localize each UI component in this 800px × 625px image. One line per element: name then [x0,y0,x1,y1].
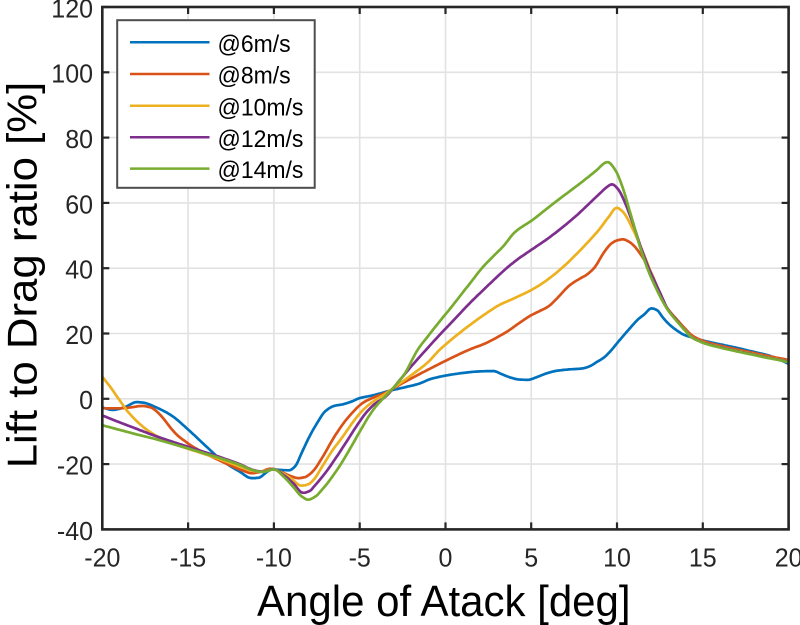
svg-text:100: 100 [51,60,93,89]
svg-text:@8m/s: @8m/s [218,62,291,89]
svg-text:20: 20 [775,544,800,573]
svg-text:-10: -10 [256,544,292,573]
svg-text:0: 0 [439,544,453,573]
svg-text:-15: -15 [170,544,206,573]
svg-text:@12m/s: @12m/s [218,125,304,152]
svg-text:0: 0 [79,387,93,416]
svg-text:@10m/s: @10m/s [218,94,304,121]
svg-text:-40: -40 [57,517,93,546]
svg-text:-5: -5 [349,544,371,573]
svg-text:@14m/s: @14m/s [218,157,304,184]
svg-text:10: 10 [603,544,631,573]
svg-text:-20: -20 [84,544,120,573]
svg-text:Angle of Atack [deg]: Angle of Atack [deg] [257,577,631,625]
svg-text:-20: -20 [57,452,93,481]
svg-text:5: 5 [524,544,538,573]
svg-text:80: 80 [65,126,93,155]
svg-text:120: 120 [51,0,93,24]
svg-text:Lift to Drag ratio [%]: Lift to Drag ratio [%] [0,82,46,469]
svg-text:40: 40 [65,256,93,285]
svg-text:20: 20 [65,321,93,350]
svg-text:@6m/s: @6m/s [218,30,291,57]
svg-text:15: 15 [689,544,717,573]
svg-text:60: 60 [65,191,93,220]
